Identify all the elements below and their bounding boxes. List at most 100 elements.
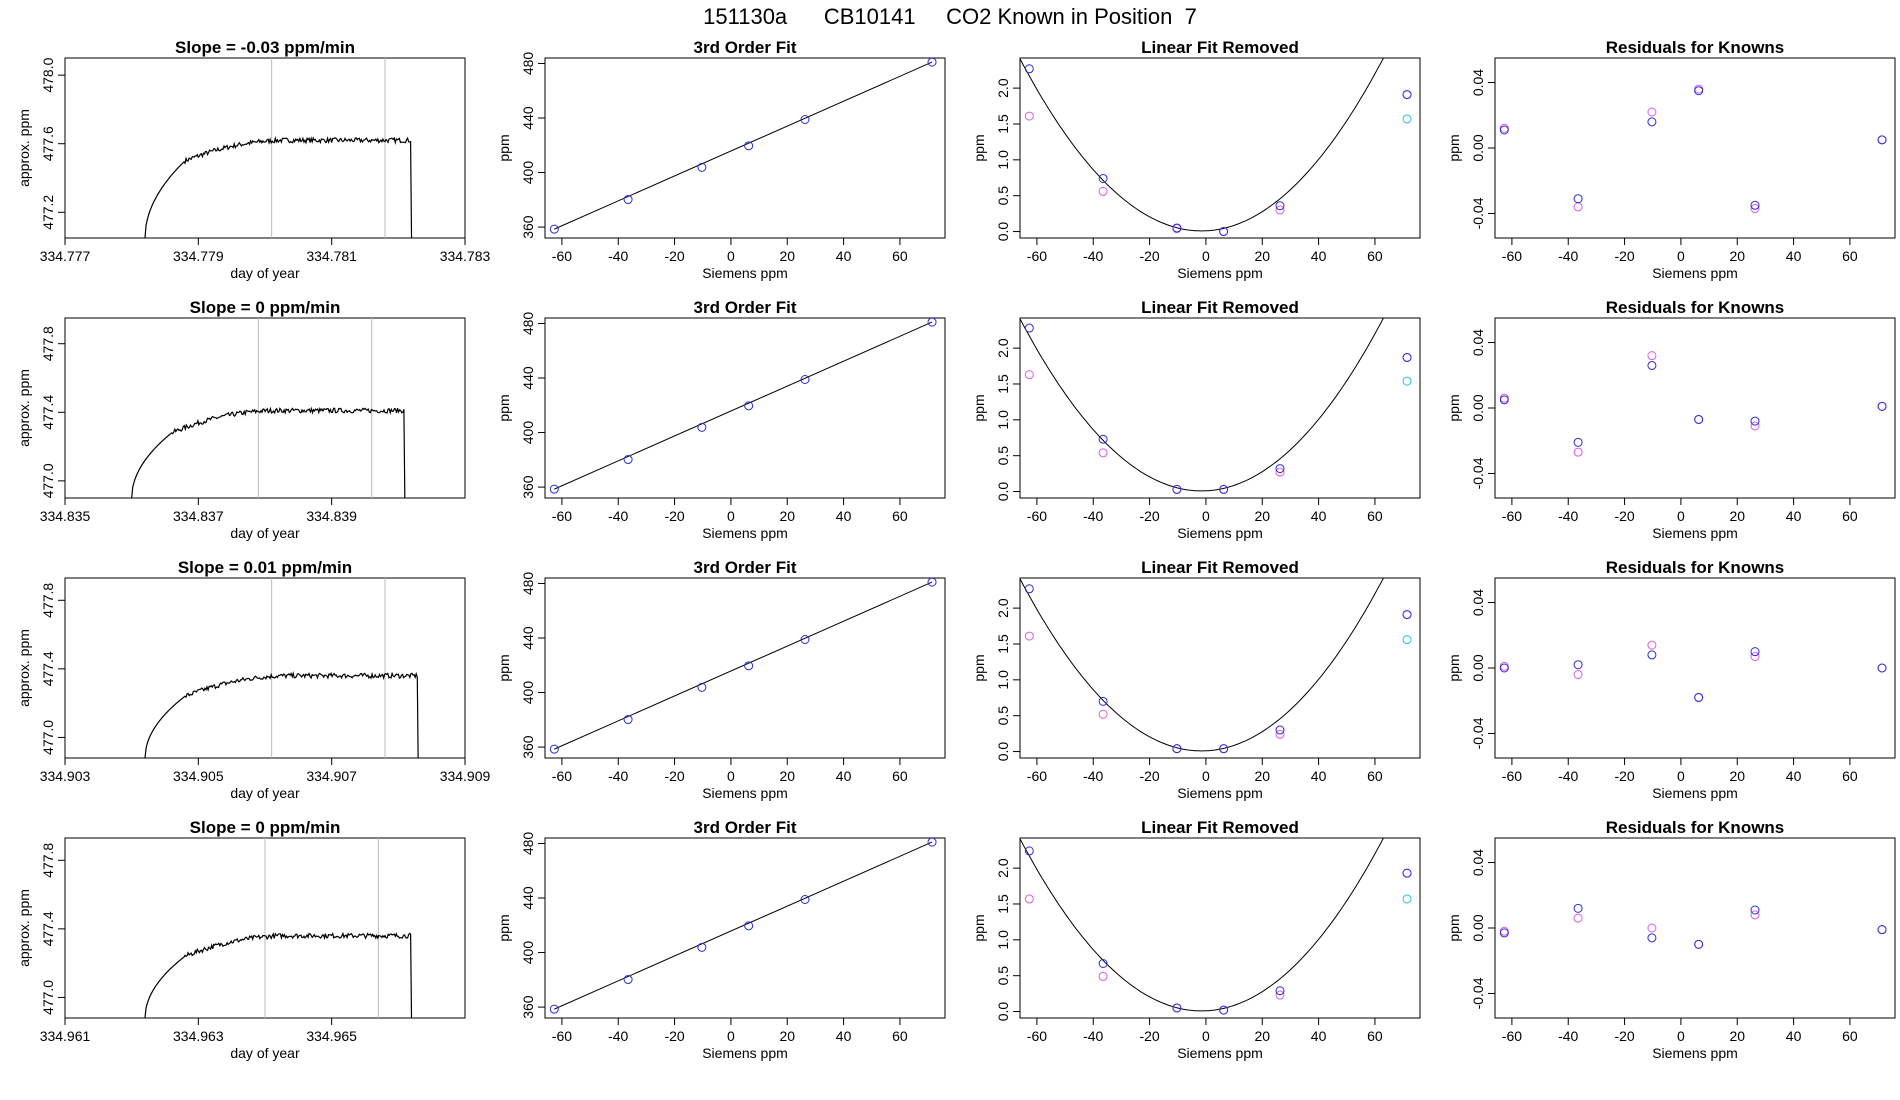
y-tick-label: 477.4	[40, 395, 56, 430]
plot-area	[1020, 838, 1412, 1015]
plot-area	[549, 578, 937, 754]
plot-frame	[1494, 577, 1896, 759]
data-point-blue	[1172, 223, 1182, 233]
panel-title: 3rd Order Fit	[694, 818, 797, 837]
data-point-magenta	[1573, 447, 1583, 457]
panel-title: Linear Fit Removed	[1141, 298, 1299, 317]
data-point-blue	[1402, 352, 1412, 362]
y-tick-label: 360	[520, 475, 536, 499]
x-tick-label: -60	[1027, 248, 1047, 264]
y-tick-label: 1.5	[995, 374, 1011, 394]
data-point-blue	[1024, 846, 1034, 856]
x-tick-label: 20	[1729, 768, 1745, 784]
x-tick-label: 20	[779, 248, 795, 264]
x-tick-label: 60	[1367, 768, 1383, 784]
x-tick-label: 60	[1842, 508, 1858, 524]
y-tick-label: 0.5	[995, 186, 1011, 206]
x-tick-label: 40	[836, 248, 852, 264]
data-point-blue	[1573, 903, 1583, 913]
y-tick-label: 0.0	[995, 482, 1011, 502]
y-tick-label: -0.04	[1470, 197, 1486, 229]
panel-title: Slope = -0.03 ppm/min	[175, 38, 355, 57]
plot-area	[1499, 84, 1887, 214]
panel-title: Residuals for Knowns	[1606, 558, 1785, 577]
x-tick-label: 0	[1677, 508, 1685, 524]
data-point-blue	[1172, 484, 1182, 494]
concentration-trace	[131, 406, 406, 498]
data-point-blue	[1024, 584, 1034, 594]
y-axis-label: ppm	[496, 654, 512, 681]
data-point-magenta	[1750, 204, 1760, 214]
x-axis-label: Siemens ppm	[702, 525, 788, 541]
plot-area	[1020, 318, 1412, 494]
x-tick-label: 40	[1786, 1028, 1802, 1044]
data-point-magenta	[1275, 990, 1285, 1000]
data-point-blue	[1499, 928, 1509, 938]
y-axis-label: approx. ppm	[16, 629, 32, 707]
data-point-magenta	[1647, 351, 1657, 361]
x-tick-label: 20	[1254, 508, 1270, 524]
data-point-magenta	[1098, 448, 1108, 458]
y-tick-label: 1.5	[995, 894, 1011, 914]
x-tick-label: 0	[1202, 768, 1210, 784]
y-tick-label: 2.0	[995, 338, 1011, 358]
panel-r0-c0: Slope = -0.03 ppm/min 334.777 334.779 334.7…	[16, 38, 491, 281]
x-tick-label: -40	[1558, 248, 1578, 264]
plot-frame	[1019, 57, 1421, 239]
plot-area	[549, 318, 937, 494]
y-axis-label: approx. ppm	[16, 889, 32, 967]
x-tick-label: -40	[608, 248, 628, 264]
x-tick-label: 40	[836, 768, 852, 784]
y-tick-label: 0.04	[1470, 69, 1486, 96]
concentration-trace	[144, 670, 419, 758]
y-tick-label: 400	[520, 681, 536, 705]
x-axis-label: Siemens ppm	[1652, 525, 1738, 541]
data-point-cyan	[1402, 894, 1412, 904]
y-tick-label: 0.0	[995, 1002, 1011, 1022]
data-point-magenta	[1647, 107, 1657, 117]
x-tick-label: 0	[1677, 248, 1685, 264]
data-point-magenta	[1098, 186, 1108, 196]
x-tick-label: -60	[1027, 768, 1047, 784]
x-tick-label: 334.905	[173, 768, 224, 784]
data-point-cyan	[1402, 376, 1412, 386]
data-point-magenta	[1573, 913, 1583, 923]
data-point	[697, 942, 707, 952]
x-tick-label: 20	[1254, 768, 1270, 784]
data-point-magenta	[1647, 640, 1657, 650]
x-tick-label: -40	[1558, 1028, 1578, 1044]
y-tick-label: 0.00	[1470, 654, 1486, 681]
panel-r2-c3: Residuals for Knowns -60 -40 -20 0 20 40 60 -0.0…	[1446, 558, 1896, 801]
data-point-blue	[1877, 925, 1887, 935]
x-tick-label: -20	[664, 1028, 684, 1044]
x-tick-label: -40	[1083, 508, 1103, 524]
y-tick-label: 477.6	[40, 126, 56, 161]
data-point-blue	[1750, 200, 1760, 210]
x-tick-label: 0	[1677, 768, 1685, 784]
y-tick-label: 477.8	[40, 326, 56, 361]
fit-line	[554, 321, 933, 490]
data-point-blue	[1647, 360, 1657, 370]
data-point-blue	[1647, 650, 1657, 660]
plot-area	[144, 838, 413, 1018]
plot-frame	[1494, 317, 1896, 499]
x-axis-label: Siemens ppm	[1652, 1045, 1738, 1061]
x-tick-label: -40	[1558, 768, 1578, 784]
panel-r1-c3: Residuals for Knowns -60 -40 -20 0 20 40 60 -0.0…	[1446, 298, 1896, 541]
y-tick-label: 440	[520, 886, 536, 910]
panel-title: Residuals for Knowns	[1606, 298, 1785, 317]
x-tick-label: 334.961	[40, 1028, 91, 1044]
plot-area	[1499, 903, 1887, 949]
y-tick-label: 0.5	[995, 966, 1011, 986]
y-tick-label: 2.0	[995, 598, 1011, 618]
x-tick-label: 40	[1786, 768, 1802, 784]
x-tick-label: -60	[1502, 248, 1522, 264]
plot-frame	[544, 577, 946, 759]
panel-title: Residuals for Knowns	[1606, 38, 1785, 57]
data-point-blue	[1098, 958, 1108, 968]
data-point-cyan	[1402, 635, 1412, 645]
x-tick-label: 60	[1367, 248, 1383, 264]
y-tick-label: 400	[520, 941, 536, 965]
x-axis-label: day of year	[230, 785, 300, 801]
data-point-magenta	[1750, 910, 1760, 920]
